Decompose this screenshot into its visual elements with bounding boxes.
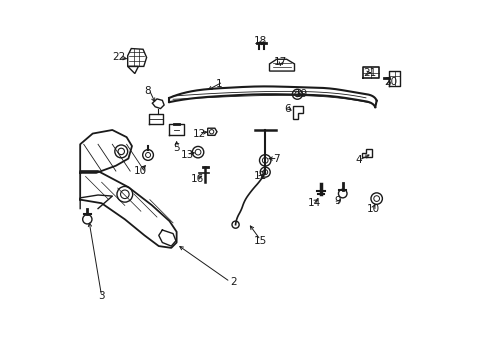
Text: 13: 13: [181, 150, 194, 160]
Text: 14: 14: [307, 198, 320, 208]
Text: 3: 3: [98, 291, 105, 301]
Text: 7: 7: [273, 154, 280, 163]
Text: 22: 22: [112, 52, 125, 62]
Text: 19: 19: [294, 89, 307, 99]
Text: 17: 17: [273, 57, 286, 67]
Text: 4: 4: [355, 156, 362, 165]
Text: 16: 16: [190, 174, 203, 184]
Text: 18: 18: [253, 36, 266, 46]
Text: 1: 1: [216, 78, 223, 89]
Text: 5: 5: [173, 143, 180, 153]
Text: 10: 10: [366, 203, 379, 213]
Text: 2: 2: [230, 277, 237, 287]
Text: 21: 21: [363, 68, 376, 78]
Text: 10: 10: [133, 166, 146, 176]
Text: 12: 12: [193, 129, 206, 139]
Text: 9: 9: [333, 197, 340, 206]
Text: 11: 11: [253, 171, 266, 181]
Text: 6: 6: [284, 104, 290, 113]
Text: 8: 8: [144, 86, 151, 96]
Text: 20: 20: [384, 77, 397, 87]
Text: 15: 15: [253, 236, 266, 246]
